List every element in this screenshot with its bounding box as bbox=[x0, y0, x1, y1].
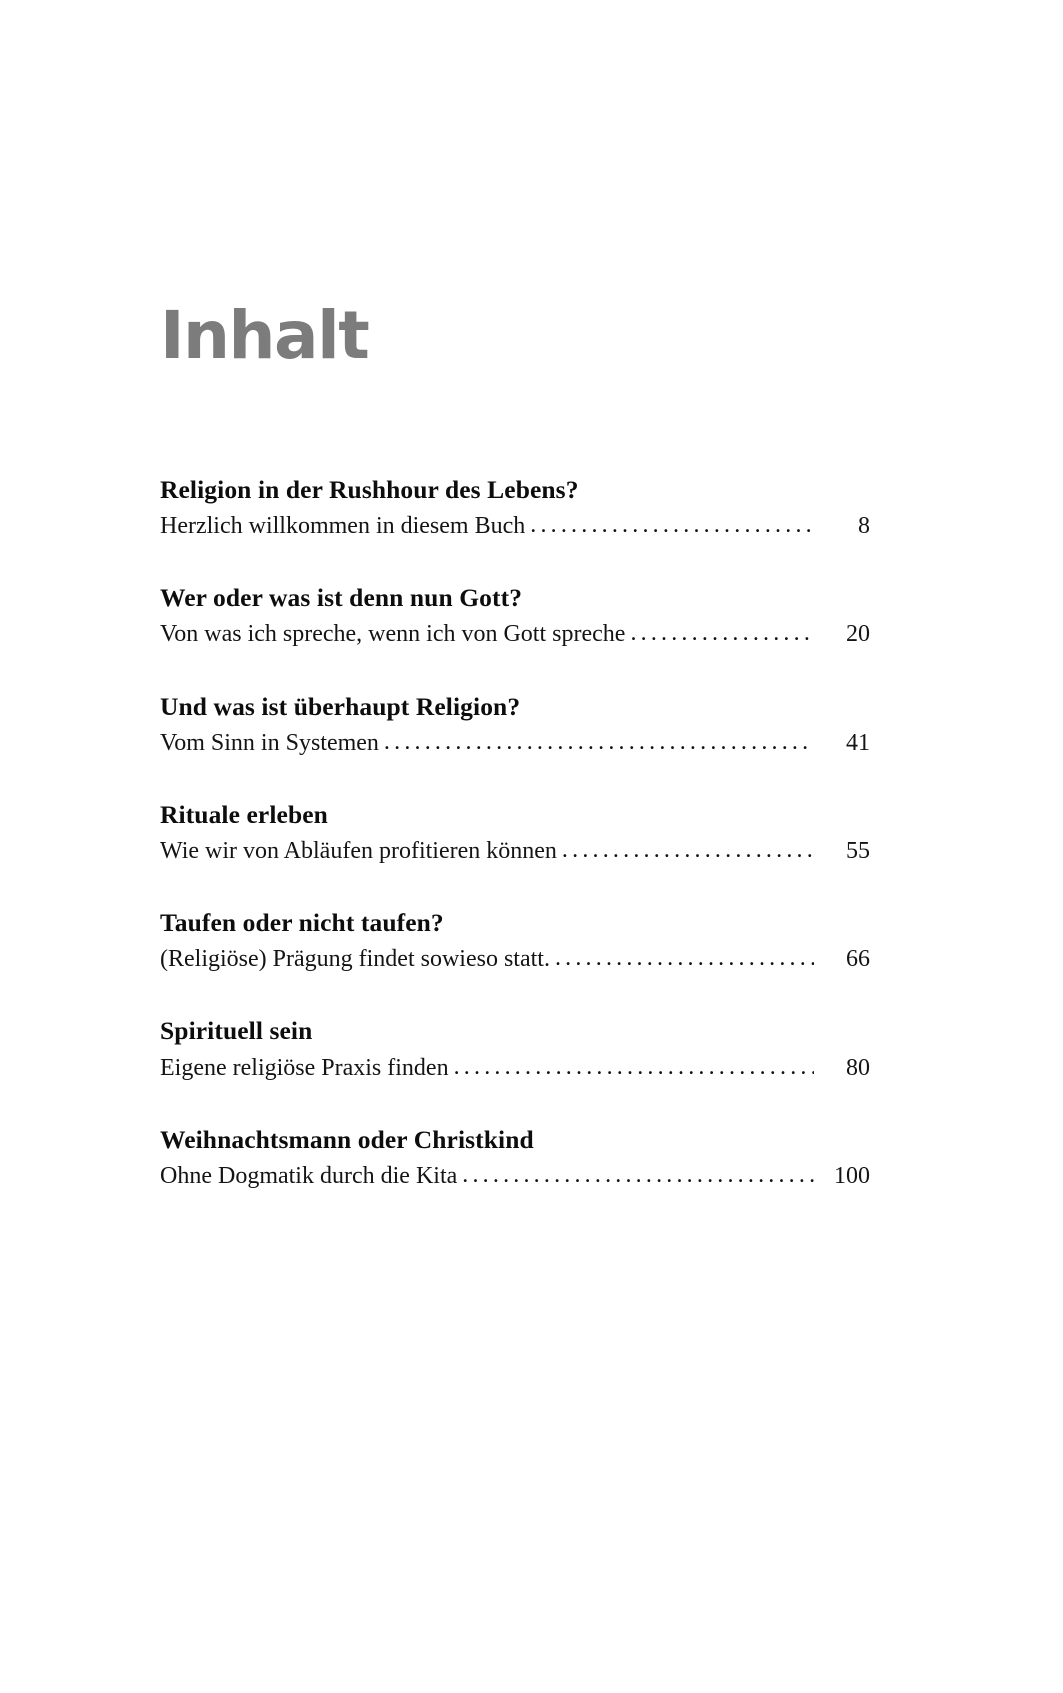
toc-entry-subtitle: Herzlich willkommen in diesem Buch bbox=[160, 513, 526, 540]
toc-entry-page-number: 66 bbox=[846, 946, 870, 973]
dot-leader: ........................................… bbox=[630, 620, 814, 647]
toc-entry[interactable]: Weihnachtsmann oder Christkind Ohne Dogm… bbox=[160, 1124, 870, 1192]
toc-entry-row: Eigene religiöse Praxis finden .........… bbox=[160, 1053, 870, 1084]
toc-entry-row: Wie wir von Abläufen profitieren können … bbox=[160, 836, 870, 867]
toc-entry-subtitle: Wie wir von Abläufen profitieren können bbox=[160, 838, 557, 864]
toc-entry-row: Herzlich willkommen in diesem Buch .....… bbox=[160, 511, 870, 542]
toc-entry-row: (Religiöse) Prägung findet sowieso statt… bbox=[160, 944, 870, 975]
toc-entry-title: Religion in der Rushhour des Lebens? bbox=[160, 475, 579, 504]
toc-entry[interactable]: Taufen oder nicht taufen? (Religiöse) Pr… bbox=[160, 907, 870, 975]
dot-leader: ........................................… bbox=[554, 945, 814, 972]
toc-entry-title: Spirituell sein bbox=[160, 1016, 313, 1046]
toc-list: Religion in der Rushhour des Lebens? Her… bbox=[160, 474, 870, 1192]
dot-leader: ........................................… bbox=[462, 1161, 814, 1188]
toc-entry-subtitle: Ohne Dogmatik durch die Kita bbox=[160, 1162, 458, 1189]
toc-entry-row: Vom Sinn in Systemen ...................… bbox=[160, 728, 870, 759]
toc-entry[interactable]: Rituale erleben Wie wir von Abläufen pro… bbox=[160, 799, 870, 867]
dot-leader: ........................................… bbox=[453, 1053, 814, 1080]
toc-entry-page-number: 55 bbox=[846, 838, 870, 864]
toc-entry-page-number: 8 bbox=[858, 513, 870, 540]
toc-entry-subtitle: Von was ich spreche, wenn ich von Gott s… bbox=[160, 621, 626, 648]
toc-entry-row: Ohne Dogmatik durch die Kita ...........… bbox=[160, 1161, 870, 1192]
toc-entry[interactable]: Und was ist überhaupt Religion? Vom Sinn… bbox=[160, 691, 870, 759]
toc-entry-page-number: 100 bbox=[834, 1162, 870, 1189]
dot-leader: ........................................… bbox=[530, 512, 814, 539]
toc-entry[interactable]: Wer oder was ist denn nun Gott? Von was … bbox=[160, 582, 870, 650]
toc-entry-subtitle: Eigene religiöse Praxis finden bbox=[160, 1054, 449, 1081]
toc-entry[interactable]: Religion in der Rushhour des Lebens? Her… bbox=[160, 474, 870, 542]
toc-entry-subtitle: Vom Sinn in Systemen bbox=[160, 729, 379, 756]
dot-leader: ........................................… bbox=[383, 728, 814, 755]
page-title: Inhalt bbox=[160, 297, 370, 374]
toc-entry-subtitle: (Religiöse) Prägung findet sowieso statt… bbox=[160, 946, 550, 973]
toc-entry[interactable]: Spirituell sein Eigene religiöse Praxis … bbox=[160, 1015, 870, 1083]
toc-entry-title: Wer oder was ist denn nun Gott? bbox=[160, 583, 523, 613]
toc-entry-page-number: 20 bbox=[846, 621, 870, 648]
toc-entry-title: Weihnachtsmann oder Christkind bbox=[160, 1124, 534, 1154]
toc-entry-title: Taufen oder nicht taufen? bbox=[160, 908, 444, 938]
toc-entry-title: Und was ist überhaupt Religion? bbox=[160, 691, 521, 721]
toc-entry-page-number: 41 bbox=[846, 729, 870, 756]
dot-leader: ........................................… bbox=[561, 837, 814, 863]
toc-entry-row: Von was ich spreche, wenn ich von Gott s… bbox=[160, 619, 870, 650]
toc-entry-title: Rituale erleben bbox=[160, 799, 328, 829]
toc-entry-page-number: 80 bbox=[846, 1054, 870, 1081]
